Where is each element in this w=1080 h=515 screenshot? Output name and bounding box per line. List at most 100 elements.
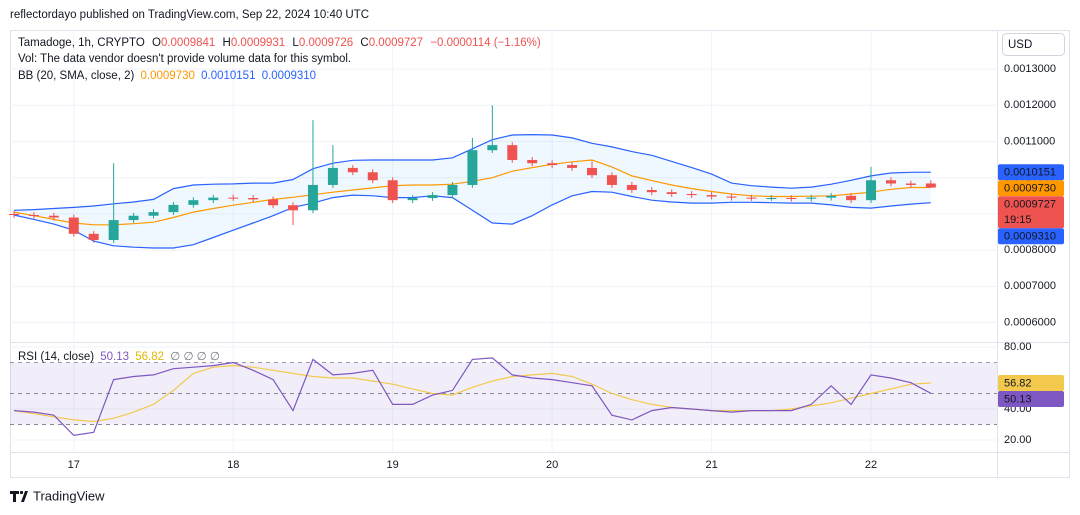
x-tick-label: 18 [227, 459, 239, 471]
candle-body [427, 195, 438, 198]
chart-frame [10, 30, 1070, 478]
currency: USD [1008, 39, 1032, 51]
price-label: 0.0009310 [1004, 231, 1056, 243]
candle-body [527, 159, 538, 164]
high-value: 0.0009931 [231, 37, 285, 49]
logo-dot [19, 490, 24, 495]
rsi-tick-label: 80.00 [1004, 341, 1032, 353]
candle-body [208, 197, 219, 201]
x-tick-label: 20 [546, 459, 558, 471]
rsi-value: 50.13 [100, 351, 129, 363]
y-tick-label: 0.0012000 [1004, 99, 1056, 111]
bb-name: BB (20, SMA, close, 2) [18, 70, 134, 82]
rsi-line [13, 357, 932, 437]
candle-body [746, 197, 757, 199]
candle-body [885, 180, 896, 184]
bb-legend: BB (20, SMA, close, 2) 0.0009730 0.00101… [18, 70, 316, 82]
rsi-name: RSI (14, close) [18, 351, 94, 363]
y-tick-label: 0.0011000 [1004, 135, 1055, 147]
volume-note: Vol: The data vendor doesn't provide vol… [18, 53, 351, 65]
price-label: 50.13 [1004, 393, 1032, 405]
grid [10, 30, 997, 452]
rsi-ma-value: 56.82 [135, 351, 164, 363]
price-label-bg [998, 374, 1064, 391]
candle-body [846, 195, 857, 201]
countdown: 19:15 [1004, 214, 1032, 226]
symbol: Tamadoge, 1h, CRYPTO [18, 37, 145, 49]
symbol-legend: Tamadoge, 1h, CRYPTO O0.0009841 H0.00099… [18, 37, 541, 49]
candle-body [726, 196, 737, 198]
logo-mark [10, 491, 28, 502]
price-label: 0.0009727 [1004, 199, 1056, 211]
candle-body [68, 217, 79, 234]
candle-body [905, 183, 916, 185]
overlay: 17 18 19 20 21 22 0.0013000 0.0012000 0.0011000 0… [68, 63, 1064, 471]
candle-body [507, 145, 518, 160]
candle-body [587, 167, 597, 176]
candle-body [307, 184, 318, 211]
candle-body [766, 197, 777, 199]
candle-body [626, 184, 637, 191]
price-label: 0.0010151 [1004, 167, 1056, 179]
y-tick-label: 0.0006000 [1004, 316, 1056, 328]
candle-body [327, 167, 338, 185]
candle-body [806, 197, 817, 199]
high-key: H [223, 37, 231, 49]
rsi-tick-label: 20.00 [1004, 434, 1032, 446]
candle-body [547, 163, 558, 166]
close-value: 0.0009727 [369, 37, 423, 49]
x-tick-label: 19 [387, 459, 399, 471]
x-tick-label: 22 [865, 459, 877, 471]
price-label: 0.0009730 [1004, 183, 1056, 195]
candle-body [288, 205, 299, 211]
currency-button[interactable] [1002, 33, 1065, 56]
price-label-bg [998, 228, 1064, 245]
candle-body [866, 180, 877, 201]
candle-body [108, 220, 119, 240]
candle-body [407, 197, 418, 201]
candle-body [48, 215, 59, 218]
candle-body [248, 197, 259, 200]
close-key: C [360, 37, 368, 49]
open-value: 0.0009841 [161, 37, 215, 49]
candle-body [367, 172, 378, 181]
candle-body [467, 150, 478, 185]
open-key: O [152, 37, 161, 49]
rsi-band-fill [10, 362, 997, 425]
low-key: L [292, 37, 299, 49]
y-tick-label: 0.0007000 [1004, 280, 1056, 292]
bb-fill [13, 134, 931, 248]
price-label-bg [998, 196, 1064, 229]
change: −0.0000114 (−1.16%) [430, 37, 541, 49]
bb-upper-value: 0.0010151 [201, 70, 255, 82]
candle-body [268, 199, 279, 206]
plot [9, 105, 997, 437]
x-tick-label: 21 [705, 459, 717, 471]
y-tick-label: 0.0013000 [1004, 63, 1056, 75]
candle-body [347, 167, 358, 173]
publisher-line: reflectordayo published on TradingView.c… [10, 9, 369, 21]
candle-body [9, 213, 19, 216]
candle-body [28, 215, 39, 217]
candle-body [487, 145, 498, 151]
bb-line [13, 190, 931, 249]
candle-body [567, 165, 578, 168]
candle-body [447, 184, 458, 196]
candle-body [228, 197, 239, 199]
price-label-bg [998, 390, 1064, 407]
rsi-legend: RSI (14, close) 50.13 56.82 ∅ ∅ ∅ ∅ [18, 351, 220, 363]
price-label-bg [998, 180, 1064, 197]
low-value: 0.0009726 [299, 37, 353, 49]
x-tick-label: 17 [68, 459, 80, 471]
price-label: 56.82 [1004, 377, 1032, 389]
rsi-extra: ∅ ∅ ∅ ∅ [170, 351, 220, 363]
candle-body [168, 204, 179, 213]
y-tick-label: 0.0008000 [1004, 244, 1056, 256]
candle-body [88, 233, 99, 240]
bb-lower-value: 0.0009310 [262, 70, 316, 82]
candle-body [148, 212, 159, 216]
candle-body [666, 192, 677, 195]
candle-body [128, 215, 139, 221]
